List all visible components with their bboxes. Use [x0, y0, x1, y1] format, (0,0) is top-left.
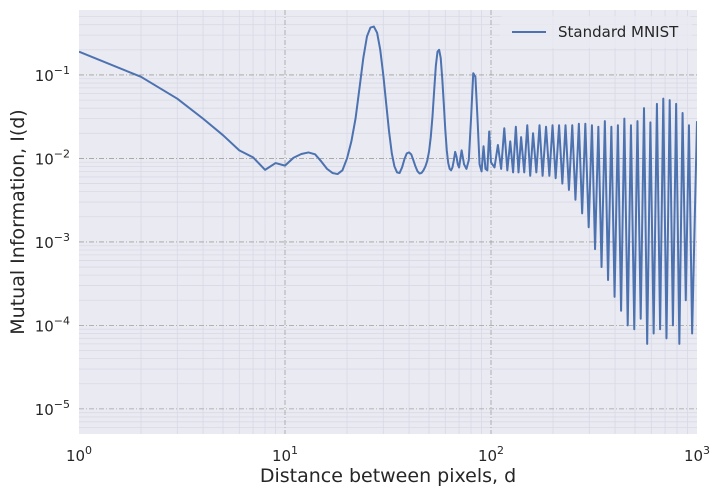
y-tick-base: 10	[35, 317, 54, 335]
x-tick-exponent: 1	[291, 444, 298, 457]
series-line-standard-mnist	[79, 25, 697, 345]
x-tick-label: 102	[478, 444, 504, 465]
y-tick-exponent: −4	[54, 314, 70, 327]
y-tick-label: 10−4	[35, 314, 70, 335]
x-tick-label: 100	[66, 444, 92, 465]
x-tick-base: 10	[66, 447, 85, 465]
legend: Standard MNIST	[500, 16, 692, 48]
y-axis-title: Mutual Information, I(d)	[7, 109, 29, 334]
y-axis-ticks: 10−510−410−310−210−1	[35, 64, 70, 419]
x-tick-label: 101	[272, 444, 298, 465]
y-tick-label: 10−1	[35, 64, 70, 85]
x-tick-exponent: 3	[703, 444, 710, 457]
y-tick-base: 10	[35, 67, 54, 85]
y-tick-base: 10	[35, 401, 54, 419]
y-tick-label: 10−3	[35, 231, 70, 252]
y-tick-label: 10−2	[35, 147, 70, 168]
x-axis-title: Distance between pixels, d	[260, 465, 516, 487]
x-tick-base: 10	[272, 447, 291, 465]
x-axis-ticks: 100 101 102 103	[66, 444, 710, 465]
x-tick-base: 10	[684, 447, 703, 465]
x-tick-exponent: 2	[497, 444, 504, 457]
legend-label-standard-mnist: Standard MNIST	[558, 23, 679, 41]
y-tick-exponent: −5	[54, 398, 70, 411]
x-tick-label: 103	[684, 444, 710, 465]
legend-box	[500, 16, 692, 48]
x-tick-exponent: 0	[85, 444, 92, 457]
y-tick-label: 10−5	[35, 398, 70, 419]
y-tick-base: 10	[35, 150, 54, 168]
major-gridlines	[79, 10, 697, 434]
y-tick-base: 10	[35, 234, 54, 252]
y-tick-exponent: −2	[54, 147, 70, 160]
x-tick-base: 10	[478, 447, 497, 465]
plot-area	[79, 10, 697, 434]
y-tick-exponent: −1	[54, 64, 70, 77]
y-tick-exponent: −3	[54, 231, 70, 244]
